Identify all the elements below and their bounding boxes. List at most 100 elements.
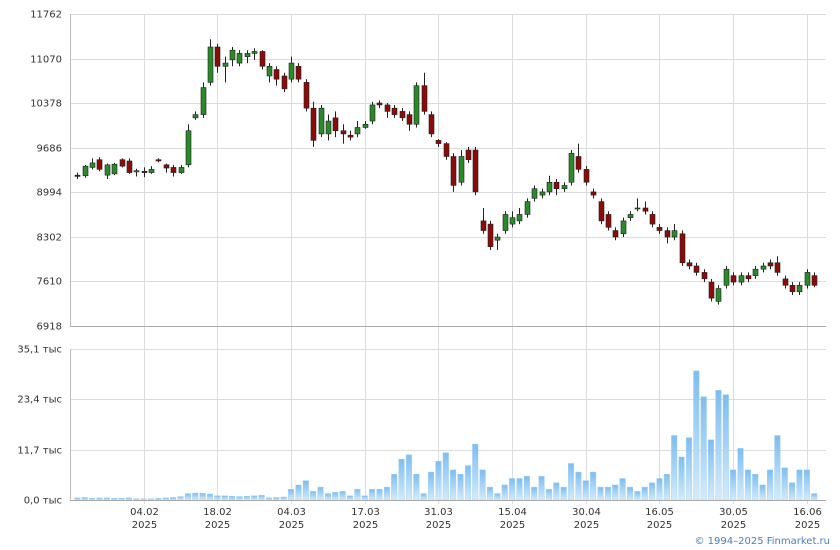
volume-bar (280, 496, 287, 501)
candle-body (760, 265, 767, 270)
volume-bar (671, 435, 678, 501)
candle-body (310, 107, 317, 141)
candle-body (148, 169, 155, 173)
candle-body (796, 284, 803, 293)
volume-bar (457, 473, 464, 501)
candle-body (664, 230, 671, 238)
footer: © 1994–2025 Finmarket.ru (694, 536, 830, 547)
candle-body (332, 117, 339, 132)
candle-body (318, 107, 325, 135)
volume-bar (553, 482, 560, 501)
volume-bar (803, 469, 810, 501)
candle-body (214, 46, 221, 67)
volume-bar (582, 480, 589, 501)
x-tick-label: 18.02 (203, 507, 232, 518)
candle-body (325, 120, 332, 135)
candle-body (487, 223, 494, 247)
candle-body (384, 104, 391, 112)
volume-bar (479, 469, 486, 501)
volume-bar (781, 467, 788, 501)
volume-bar (295, 484, 302, 501)
volume-bar (361, 495, 368, 501)
volume-bar (560, 486, 567, 501)
candle-body (170, 167, 177, 173)
volume-bar (678, 456, 685, 501)
volume-bar (413, 473, 420, 501)
volume-bar (634, 491, 641, 501)
candle-body (74, 174, 81, 177)
y-tick-label: 11762 (30, 10, 62, 21)
candle-body (391, 107, 398, 115)
volume-bar (730, 469, 737, 501)
volume-bar (627, 486, 634, 501)
volume-bar (391, 473, 398, 501)
volume-bar (258, 495, 265, 501)
x-tick-label: 31.03 (424, 507, 453, 518)
volume-bar (199, 492, 206, 501)
candle-body (480, 220, 487, 231)
candle-body (693, 265, 700, 273)
candle-body (303, 82, 310, 109)
candle-body (244, 53, 251, 57)
volume-bar (125, 497, 132, 501)
volume-bar (206, 493, 213, 501)
candle-body (730, 275, 737, 283)
volume-bar (523, 476, 530, 501)
candle-body (590, 191, 597, 196)
candle-body (767, 262, 774, 267)
candle-body (745, 275, 752, 280)
candle-body (421, 85, 428, 112)
candle-body (428, 114, 435, 135)
candle-body (634, 207, 641, 210)
candle-body (605, 214, 612, 228)
x-tick-label: 16.06 (793, 507, 822, 518)
volume-bar (649, 482, 656, 501)
candle-body (804, 272, 811, 286)
volume-bar (663, 473, 670, 501)
volume-bar (450, 469, 457, 501)
candle-body (583, 169, 590, 183)
volume-bar (509, 478, 516, 501)
x-tick-label: 2025 (795, 520, 820, 531)
candle-body (738, 275, 745, 283)
candle-body (376, 102, 383, 106)
candle-body (494, 236, 501, 241)
volume-bar (693, 370, 700, 501)
volume-bar (538, 476, 545, 501)
candle-body (133, 170, 140, 173)
candle-body (362, 123, 369, 128)
y-tick-label: 11,7 тыс (17, 446, 62, 457)
candle-body (413, 85, 420, 125)
candle-body (399, 111, 406, 119)
candle-body (524, 201, 531, 215)
candle-body (141, 170, 148, 173)
volume-bar (155, 498, 162, 501)
volume-bar (759, 484, 766, 501)
candle-body (701, 272, 708, 280)
candle-body (288, 62, 295, 80)
volume-bar (170, 497, 177, 501)
candle-body (575, 156, 582, 170)
volume-bar (619, 478, 626, 501)
volume-bar (420, 493, 427, 501)
volume-bar (103, 497, 110, 501)
candle-body (266, 66, 273, 77)
x-tick-label: 2025 (500, 520, 525, 531)
candle-body (229, 49, 236, 61)
y-tick-label: 7610 (37, 277, 62, 288)
candle-body (620, 220, 627, 235)
volume-bar (744, 469, 751, 501)
y-tick-label: 8994 (37, 188, 62, 199)
volume-bar (162, 497, 169, 501)
volume-bar (243, 495, 250, 501)
volume-bar (376, 489, 383, 501)
candle-body (472, 149, 479, 193)
volume-bar (369, 489, 376, 501)
candle-body (119, 159, 126, 167)
volume-bar (273, 497, 280, 501)
candle-body (222, 62, 229, 67)
volume-bar (767, 469, 774, 501)
x-tick-label: 2025 (721, 520, 746, 531)
candle-body (281, 75, 288, 90)
volume-bar (118, 498, 125, 501)
